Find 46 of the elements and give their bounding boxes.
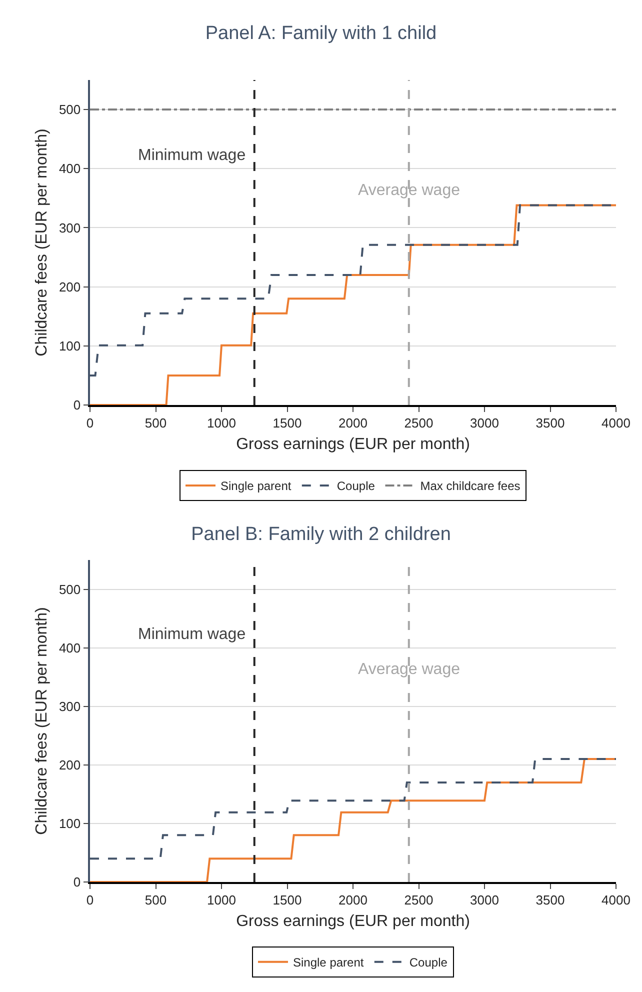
- legend-label: Single parent: [293, 956, 364, 970]
- x-axis-title: Gross earnings (EUR per month): [236, 436, 470, 453]
- x-tick-label: 2000: [338, 892, 368, 908]
- legend-label: Couple: [336, 479, 376, 494]
- legend-label: Max childcare fees: [420, 479, 520, 494]
- y-axis-title: Childcare fees (EUR per month): [33, 128, 50, 356]
- x-tick-label: 1500: [272, 892, 302, 908]
- y-tick-label: 500: [58, 102, 81, 118]
- x-tick-label: 2500: [404, 416, 434, 431]
- chart-title: Panel A: Family with 1 child: [205, 23, 437, 44]
- y-tick-label: 0: [73, 398, 81, 413]
- x-tick-label: 4000: [602, 892, 630, 908]
- y-tick-label: 100: [58, 816, 81, 831]
- y-tick-label: 400: [58, 640, 81, 656]
- ref-line-label: Average wage: [358, 661, 460, 678]
- y-tick-label: 500: [58, 582, 81, 597]
- legend-label: Couple: [409, 956, 448, 970]
- ref-line-label: Average wage: [358, 182, 460, 199]
- x-tick-label: 3000: [470, 416, 499, 431]
- y-tick-label: 0: [73, 874, 81, 890]
- ref-line-label: Minimum wage: [138, 626, 246, 643]
- chart-title: Panel B: Family with 2 children: [191, 524, 451, 546]
- x-tick-label: 2000: [338, 416, 368, 431]
- y-tick-label: 200: [58, 757, 81, 772]
- x-tick-label: 500: [144, 416, 167, 431]
- ref-line-label: Minimum wage: [138, 147, 246, 164]
- x-tick-label: 500: [144, 892, 167, 908]
- x-tick-label: 0: [86, 892, 94, 908]
- x-tick-label: 4000: [602, 416, 630, 431]
- y-tick-label: 200: [58, 279, 81, 294]
- legend-label: Single parent: [220, 479, 292, 494]
- line-series: [90, 758, 616, 882]
- y-tick-label: 100: [58, 338, 81, 354]
- y-tick-label: 300: [58, 698, 81, 714]
- x-tick-label: 2500: [404, 892, 434, 908]
- y-axis-title: Childcare fees (EUR per month): [33, 607, 50, 835]
- x-tick-label: 0: [86, 416, 94, 431]
- x-axis-title: Gross earnings (EUR per month): [236, 912, 470, 930]
- x-tick-label: 3500: [536, 892, 565, 908]
- x-tick-label: 3000: [470, 892, 499, 908]
- x-tick-label: 3500: [536, 416, 565, 431]
- y-tick-label: 400: [58, 161, 81, 176]
- y-tick-label: 300: [58, 220, 81, 236]
- x-tick-label: 1000: [207, 892, 236, 908]
- x-tick-label: 1000: [207, 416, 236, 431]
- x-tick-label: 1500: [272, 416, 302, 431]
